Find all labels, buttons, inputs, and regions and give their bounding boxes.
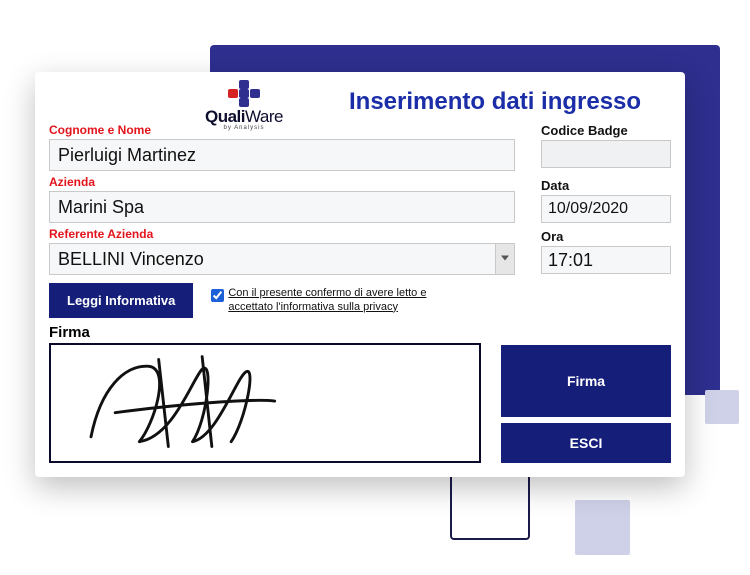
badge-label: Codice Badge (541, 123, 671, 138)
signature-svg (51, 345, 479, 461)
referent-label: Referente Azienda (49, 227, 515, 241)
exit-button[interactable]: ESCI (501, 423, 671, 463)
referent-input[interactable] (49, 243, 515, 275)
page-title: Inserimento dati ingresso (349, 88, 641, 116)
signature-pad[interactable] (49, 343, 481, 463)
date-label: Data (541, 178, 671, 193)
company-input[interactable] (49, 191, 515, 223)
company-label: Azienda (49, 175, 515, 189)
consent-checkbox[interactable] (211, 289, 224, 302)
name-input[interactable] (49, 139, 515, 171)
referent-select[interactable] (49, 241, 515, 275)
form-card: QualiWare by Analysis Inserimento dati i… (35, 72, 685, 477)
sign-button[interactable]: Firma (501, 345, 671, 417)
name-label: Cognome e Nome (49, 123, 515, 137)
time-input[interactable] (541, 246, 671, 274)
consent-block[interactable]: Con il presente confermo di avere letto … (211, 287, 458, 315)
time-label: Ora (541, 229, 671, 244)
badge-input[interactable] (541, 140, 671, 168)
consent-text: Con il presente confermo di avere letto … (228, 287, 458, 315)
decorative-box-fill-2 (705, 390, 739, 424)
date-input[interactable] (541, 195, 671, 223)
signature-label: Firma (49, 324, 481, 341)
read-notice-button[interactable]: Leggi Informativa (49, 283, 193, 318)
decorative-box-fill-1 (575, 500, 630, 555)
logo-icon (221, 80, 267, 108)
